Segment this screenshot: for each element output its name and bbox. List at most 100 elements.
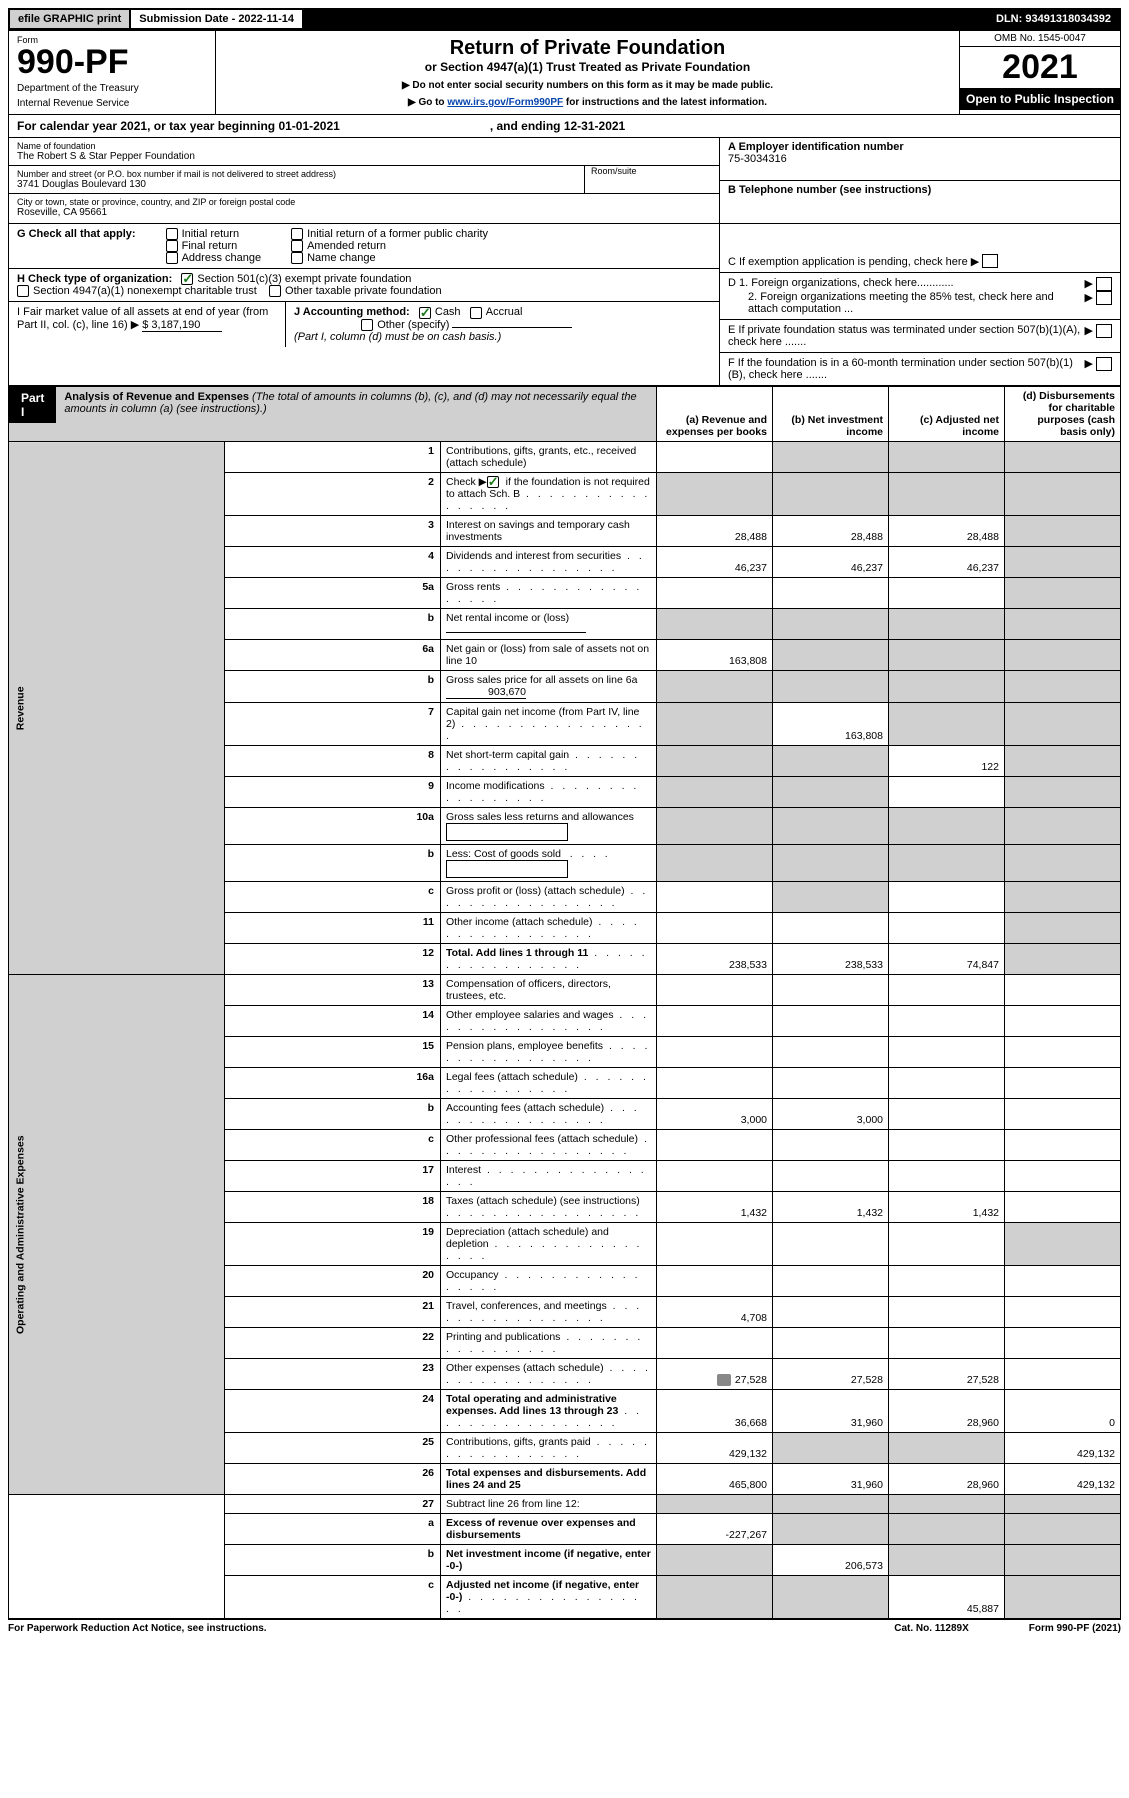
r12b: 238,533 [773, 944, 889, 975]
l18-desc: Taxes (attach schedule) (see instruction… [441, 1192, 657, 1223]
r6aa: 163,808 [657, 640, 773, 671]
l10a-desc: Gross sales less returns and allowances [441, 808, 657, 845]
checkbox-name[interactable] [291, 252, 303, 264]
checkbox-initial[interactable] [166, 228, 178, 240]
r23b: 27,528 [773, 1359, 889, 1390]
opt-name: Name change [307, 252, 376, 264]
l24-desc: Total operating and administrative expen… [441, 1390, 657, 1433]
r23c: 27,528 [889, 1359, 1005, 1390]
part1-title: Analysis of Revenue and Expenses [64, 391, 249, 403]
footer-form: Form 990-PF (2021) [1029, 1623, 1121, 1634]
form-title: Return of Private Foundation [222, 37, 953, 60]
checkbox-final[interactable] [166, 240, 178, 252]
form-header-left: Form 990-PF Department of the Treasury I… [9, 31, 216, 114]
checkbox-other-acct[interactable] [361, 319, 373, 331]
info-left: Name of foundation The Robert S & Star P… [9, 138, 720, 223]
opt-other-org: Other taxable private foundation [285, 285, 442, 297]
l15-desc: Pension plans, employee benefits [441, 1037, 657, 1068]
checkbox-501c3[interactable] [181, 273, 193, 285]
ln-5a: 5a [225, 578, 441, 609]
ln-27b: b [225, 1545, 441, 1576]
l6a-desc: Net gain or (loss) from sale of assets n… [441, 640, 657, 671]
i-value: $ 3,187,190 [142, 319, 222, 332]
schedule-icon[interactable] [717, 1374, 731, 1386]
dln-label: DLN: 93491318034392 [988, 10, 1119, 28]
r23a: 27,528 [657, 1359, 773, 1390]
ln-26: 26 [225, 1464, 441, 1495]
ein-label: A Employer identification number [728, 141, 1112, 153]
r27bb: 206,573 [773, 1545, 889, 1576]
address-cell: Number and street (or P.O. box number if… [9, 166, 719, 194]
foundation-name: The Robert S & Star Pepper Foundation [17, 151, 711, 162]
ln-17: 17 [225, 1161, 441, 1192]
checkbox-accrual[interactable] [470, 307, 482, 319]
l1-desc: Contributions, gifts, grants, etc., rece… [441, 442, 657, 473]
f-label: F If the foundation is in a 60-month ter… [728, 357, 1084, 381]
checkbox-address[interactable] [166, 252, 178, 264]
top-bar: efile GRAPHIC print Submission Date - 20… [8, 8, 1121, 30]
part1-label: Part I [9, 387, 56, 423]
ln-27: 27 [225, 1495, 441, 1514]
form-header-center: Return of Private Foundation or Section … [216, 31, 959, 114]
r4b: 46,237 [773, 547, 889, 578]
ln-9: 9 [225, 777, 441, 808]
checkbox-cash[interactable] [419, 307, 431, 319]
irs-link[interactable]: www.irs.gov/Form990PF [447, 97, 563, 108]
checkbox-e[interactable] [1096, 324, 1112, 338]
l26-desc: Total expenses and disbursements. Add li… [441, 1464, 657, 1495]
r12c: 74,847 [889, 944, 1005, 975]
omb-number: OMB No. 1545-0047 [960, 31, 1120, 47]
ein-cell: A Employer identification number 75-3034… [720, 138, 1120, 181]
e-label: E If private foundation status was termi… [728, 324, 1084, 348]
city-label: City or town, state or province, country… [17, 197, 711, 207]
opt-501c3: Section 501(c)(3) exempt private foundat… [197, 273, 411, 285]
r7b: 163,808 [773, 703, 889, 746]
submission-date: Submission Date - 2022-11-14 [131, 10, 302, 28]
j-label: J Accounting method: [294, 306, 410, 318]
opt-other-acct: Other (specify) [377, 319, 449, 331]
r18b: 1,432 [773, 1192, 889, 1223]
r16bb: 3,000 [773, 1099, 889, 1130]
l19-desc: Depreciation (attach schedule) and deple… [441, 1223, 657, 1266]
r26b: 31,960 [773, 1464, 889, 1495]
ein-value: 75-3034316 [728, 153, 1112, 165]
ln-12: 12 [225, 944, 441, 975]
section-ghij: G Check all that apply: Initial return F… [8, 224, 1121, 386]
checkbox-d1[interactable] [1096, 277, 1112, 291]
c-section: C If exemption application is pending, c… [720, 224, 1120, 273]
l20-desc: Occupancy [441, 1266, 657, 1297]
l14-desc: Other employee salaries and wages [441, 1006, 657, 1037]
l7-desc: Capital gain net income (from Part IV, l… [441, 703, 657, 746]
checkbox-f[interactable] [1096, 357, 1112, 371]
checkbox-amended[interactable] [291, 240, 303, 252]
ln-16c: c [225, 1130, 441, 1161]
l11-desc: Other income (attach schedule) [441, 913, 657, 944]
calendar-end: , and ending 12-31-2021 [490, 119, 625, 133]
l16b-desc: Accounting fees (attach schedule) [441, 1099, 657, 1130]
opex-label: Operating and Administrative Expenses [9, 975, 225, 1495]
checkbox-c[interactable] [982, 254, 998, 268]
checkbox-former[interactable] [291, 228, 303, 240]
checkbox-other-org[interactable] [269, 285, 281, 297]
addr-label: Number and street (or P.O. box number if… [17, 169, 584, 179]
e-section: E If private foundation status was termi… [720, 320, 1120, 353]
ghij-left: G Check all that apply: Initial return F… [9, 224, 720, 385]
city-cell: City or town, state or province, country… [9, 194, 719, 221]
checkbox-schb[interactable] [487, 476, 499, 488]
efile-label[interactable]: efile GRAPHIC print [10, 10, 129, 28]
name-label: Name of foundation [17, 141, 711, 151]
checkbox-4947[interactable] [17, 285, 29, 297]
d2-label: 2. Foreign organizations meeting the 85%… [728, 291, 1084, 315]
col-d-header: (d) Disbursements for charitable purpose… [1005, 387, 1121, 442]
r12a: 238,533 [657, 944, 773, 975]
city-value: Roseville, CA 95661 [17, 207, 711, 218]
ln-22: 22 [225, 1328, 441, 1359]
ln-23: 23 [225, 1359, 441, 1390]
form-subtitle: or Section 4947(a)(1) Trust Treated as P… [222, 60, 953, 74]
l22-desc: Printing and publications [441, 1328, 657, 1359]
r21a: 4,708 [657, 1297, 773, 1328]
c-label: C If exemption application is pending, c… [728, 256, 968, 268]
opt-cash: Cash [435, 306, 461, 318]
ln-21: 21 [225, 1297, 441, 1328]
checkbox-d2[interactable] [1096, 291, 1112, 305]
